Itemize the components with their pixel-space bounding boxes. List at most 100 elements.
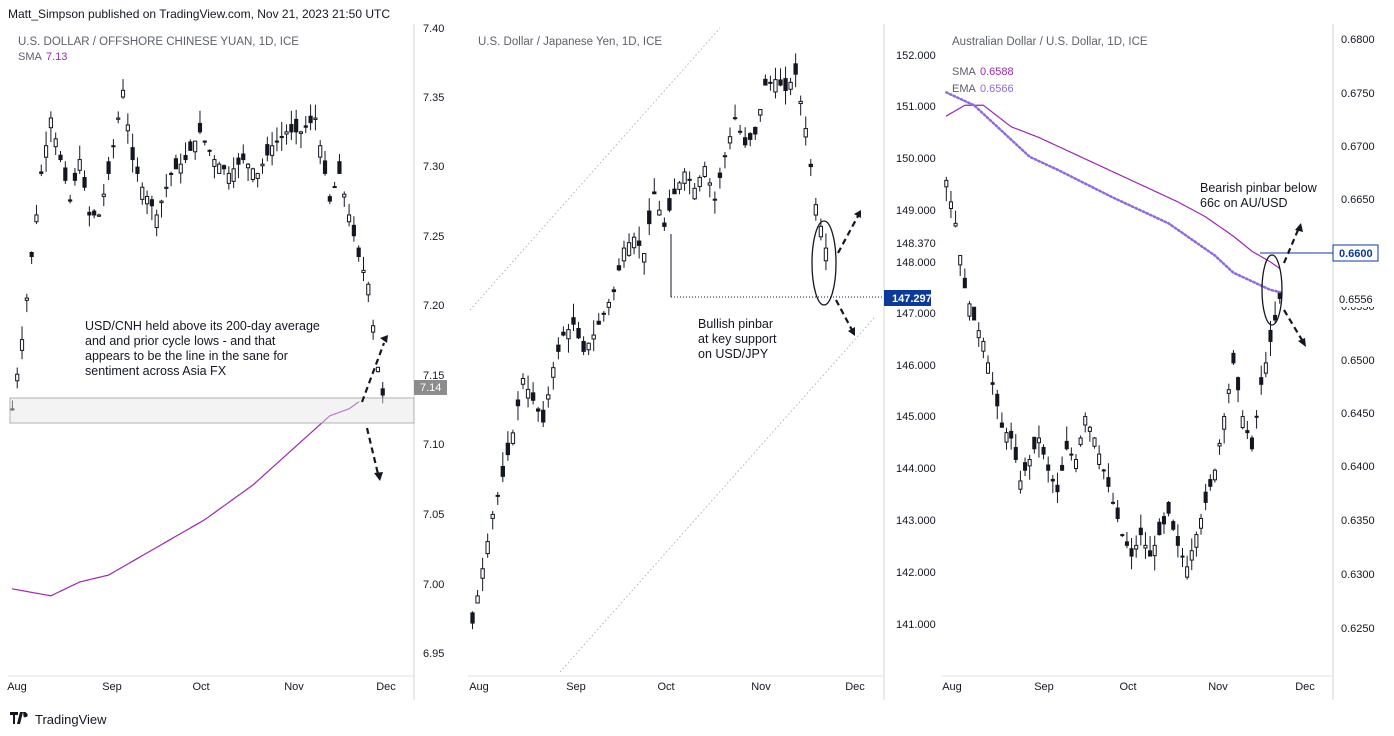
y-tick-label: 141.000: [896, 619, 936, 631]
candle-body: [722, 155, 728, 158]
candle-body: [371, 325, 376, 333]
y-tick-label: 0.6300: [1341, 569, 1375, 581]
candle-body: [717, 172, 723, 178]
candle-body: [346, 214, 352, 223]
arrow-up: [360, 342, 386, 403]
candle-body: [763, 78, 768, 86]
y-tick-label: 0.6400: [1341, 461, 1375, 473]
candle-body: [1050, 478, 1055, 482]
candle-body: [29, 252, 34, 258]
x-tick-label: Nov: [284, 681, 304, 693]
candle-body: [990, 382, 995, 385]
x-tick-label: Nov: [751, 681, 771, 693]
publisher-line: Matt_Simpson published on TradingView.co…: [8, 7, 390, 21]
candle-body: [510, 432, 516, 444]
candle-body: [15, 373, 20, 382]
candle-body: [48, 117, 53, 129]
y-tick-label: 143.000: [896, 515, 936, 527]
candle-body: [798, 100, 803, 105]
footer-brand-label: TradingView: [35, 711, 107, 727]
annotation-text: Bearish pinbar below: [1200, 181, 1318, 195]
candle-body: [245, 163, 251, 169]
candle-body: [1083, 416, 1088, 426]
price-tag-label: 0.6600: [1339, 248, 1373, 260]
x-tick-label: Sep: [1034, 681, 1054, 693]
candle-body: [541, 409, 546, 423]
candle-body: [672, 188, 677, 195]
chart-title: U.S. DOLLAR / OFFSHORE CHINESE YUAN, 1D,…: [18, 36, 299, 48]
annotation-text: and and prior cycle lows - and that: [85, 334, 276, 348]
candle-body: [1120, 534, 1125, 537]
candle-body: [1060, 464, 1065, 471]
candle-body: [525, 388, 531, 399]
footer-brand[interactable]: TradingView: [10, 709, 107, 729]
candle-body: [1175, 536, 1180, 546]
candle-body: [783, 78, 788, 91]
candle-body: [667, 198, 672, 211]
candle-body: [515, 399, 521, 407]
candle-body: [530, 392, 536, 401]
candle-body: [82, 176, 87, 188]
candle-body: [967, 303, 972, 317]
candle-body: [1092, 437, 1097, 447]
candle-body: [500, 465, 505, 477]
candle-body: [351, 224, 356, 237]
arrow-up-head: [1295, 223, 1303, 232]
candle-body: [571, 317, 576, 325]
legend-value-ema: 0.6566: [980, 83, 1014, 95]
candle-body: [34, 214, 39, 223]
x-tick-label: Aug: [7, 681, 27, 693]
candle-body: [250, 168, 255, 180]
candle-body: [1194, 534, 1199, 548]
candle-body: [953, 222, 958, 227]
y-tick-label: 145.000: [896, 411, 936, 423]
candle-body: [207, 149, 212, 152]
candle-body: [289, 124, 294, 133]
candle-body: [631, 236, 637, 249]
candle-body: [808, 163, 813, 168]
candle-body: [576, 327, 581, 339]
candle-body: [116, 117, 121, 120]
candle-body: [1032, 436, 1037, 450]
candle-body: [19, 339, 25, 351]
y-tick-label: 6.95: [423, 648, 444, 660]
candle-body: [63, 167, 68, 181]
candle-body: [159, 200, 164, 204]
candle-body: [1157, 521, 1162, 536]
candle-body: [470, 612, 475, 624]
candle-body: [1231, 352, 1236, 364]
x-tick-label: Oct: [657, 681, 674, 693]
candle-body: [1249, 437, 1254, 450]
candle-body: [1203, 491, 1208, 503]
candle-body: [241, 153, 246, 161]
candle-body: [958, 255, 963, 266]
candle-body: [284, 131, 289, 135]
candle-body: [944, 179, 949, 188]
candle-body: [546, 394, 551, 400]
candle-body: [616, 265, 622, 271]
candle-body: [773, 79, 778, 93]
x-tick-label: Aug: [942, 681, 962, 693]
candle-body: [647, 210, 652, 225]
sma-line: [11, 401, 360, 597]
candle-body: [732, 117, 738, 120]
y-tick-label: 7.15: [423, 370, 444, 382]
candle-body: [591, 334, 596, 340]
candle-body: [995, 393, 1000, 407]
candle-body: [125, 124, 130, 132]
candle-body: [1087, 426, 1092, 432]
candle-body: [265, 144, 270, 156]
pinbar-highlight: [811, 220, 837, 306]
candle-body: [10, 408, 15, 411]
candle-body: [178, 163, 183, 174]
price-tag: 7.14: [414, 380, 447, 395]
y-tick-label: 0.6700: [1341, 141, 1375, 153]
arrow-up: [1282, 229, 1300, 264]
x-tick-label: Oct: [1119, 681, 1136, 693]
candle-body: [380, 388, 385, 396]
candle-body: [217, 163, 222, 174]
price-tag: 147.297: [884, 290, 932, 306]
arrow-down-head: [848, 327, 855, 336]
y-tick-label: 0.6650: [1341, 194, 1375, 206]
y-tick-label: 151.000: [896, 101, 936, 113]
